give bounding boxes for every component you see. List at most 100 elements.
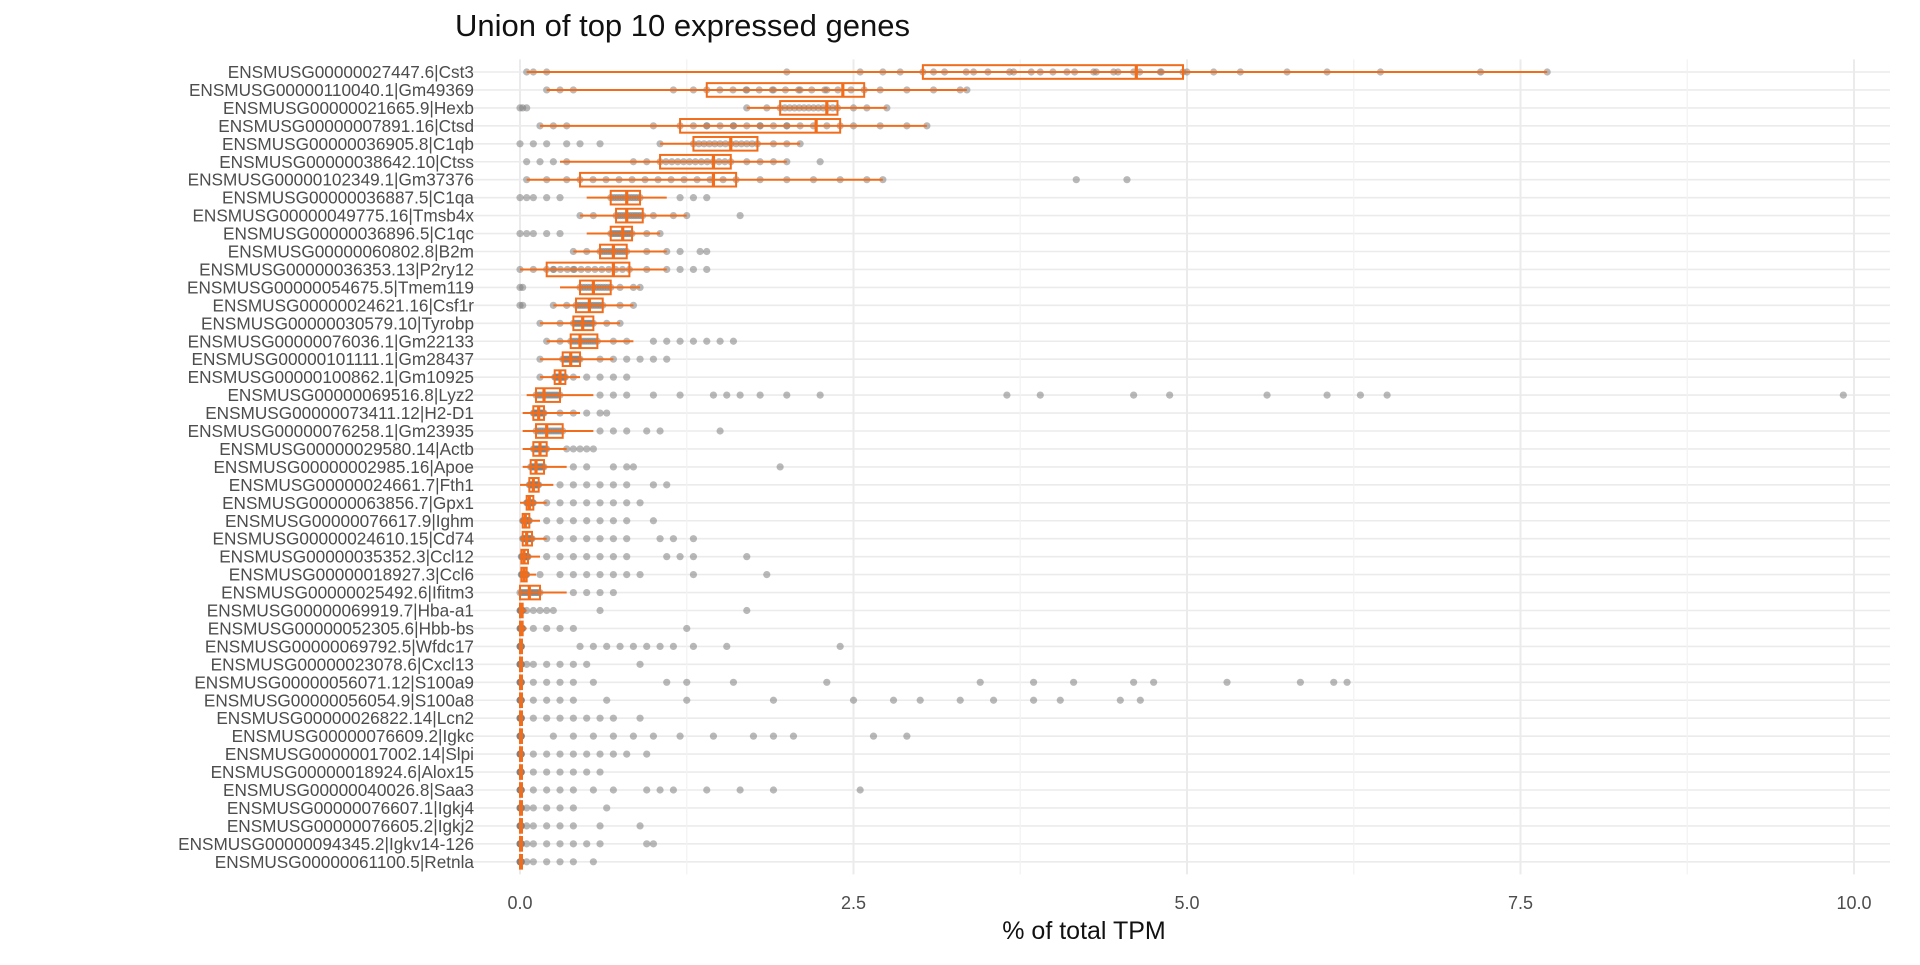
data-point xyxy=(529,678,537,686)
data-point xyxy=(596,714,604,722)
y-tick-label: ENSMUSG00000023078.6|Cxcl13 xyxy=(211,654,474,674)
data-point xyxy=(643,840,651,848)
data-point xyxy=(569,804,577,812)
y-tick-label: ENSMUSG00000063856.7|Gpx1 xyxy=(222,493,474,513)
data-point xyxy=(1036,391,1044,399)
data-point xyxy=(736,391,744,399)
y-tick-label: ENSMUSG00000101111.1|Gm28437 xyxy=(192,349,475,369)
data-point xyxy=(609,463,617,471)
data-point xyxy=(609,517,617,525)
data-point xyxy=(1356,391,1365,399)
data-point xyxy=(589,732,597,740)
data-point xyxy=(603,642,611,651)
data-point xyxy=(656,642,664,651)
data-point xyxy=(556,499,564,507)
data-point xyxy=(676,553,684,561)
data-point xyxy=(656,427,664,435)
data-point xyxy=(596,499,604,507)
data-point xyxy=(609,481,617,489)
data-point xyxy=(583,535,591,543)
data-point xyxy=(529,858,537,866)
box xyxy=(579,279,612,296)
data-point xyxy=(569,624,577,633)
y-tick-label: ENSMUSG00000018924.6|Alox15 xyxy=(211,762,474,782)
y-tick-label: ENSMUSG00000076609.2|Igkc xyxy=(232,726,475,746)
data-point xyxy=(636,822,644,830)
data-point xyxy=(543,678,551,686)
data-point xyxy=(563,445,571,453)
y-tick-label: ENSMUSG00000036353.13|P2ry12 xyxy=(199,259,474,279)
data-point xyxy=(636,355,644,363)
data-point xyxy=(543,535,551,543)
x-tick-label: 7.5 xyxy=(1508,893,1533,913)
data-point xyxy=(656,535,664,543)
data-point xyxy=(1166,391,1174,399)
data-point xyxy=(609,499,617,507)
data-point xyxy=(556,696,564,704)
data-point xyxy=(636,714,644,722)
data-point xyxy=(549,158,557,166)
box xyxy=(535,387,562,403)
data-point xyxy=(536,158,544,166)
data-point xyxy=(696,247,704,256)
data-point xyxy=(569,840,577,848)
x-tick-label: 2.5 xyxy=(841,893,866,913)
data-point xyxy=(783,391,791,399)
data-point xyxy=(1383,391,1391,399)
data-point xyxy=(543,804,551,812)
data-point xyxy=(776,463,784,471)
data-point xyxy=(643,427,651,435)
y-tick-label: ENSMUSG00000026822.14|Lcn2 xyxy=(216,708,474,728)
data-point xyxy=(783,158,791,166)
y-tick-label: ENSMUSG00000021665.9|Hexb xyxy=(223,98,474,118)
data-point xyxy=(543,786,551,794)
data-point xyxy=(596,427,604,435)
data-point xyxy=(549,732,557,740)
data-point xyxy=(556,750,564,758)
data-point xyxy=(716,337,724,345)
data-point xyxy=(603,696,611,704)
data-point xyxy=(649,337,658,345)
data-point xyxy=(609,373,617,381)
data-point xyxy=(583,481,591,489)
y-tick-label: ENSMUSG00000002985.16|Apoe xyxy=(213,457,474,477)
data-point xyxy=(569,463,577,471)
data-point xyxy=(543,624,551,633)
data-point xyxy=(596,750,604,758)
data-point xyxy=(556,229,564,238)
x-axis-label: % of total TPM xyxy=(1002,917,1166,945)
y-tick-label: ENSMUSG00000076036.1|Gm22133 xyxy=(188,331,474,351)
data-point xyxy=(563,140,571,148)
data-point xyxy=(609,714,617,722)
data-point xyxy=(596,588,604,597)
data-point xyxy=(676,337,684,345)
data-point xyxy=(683,678,691,686)
data-point xyxy=(576,445,584,453)
data-point xyxy=(556,194,564,202)
data-point xyxy=(556,768,564,776)
data-point xyxy=(649,517,658,525)
box xyxy=(615,207,644,224)
data-point xyxy=(543,606,551,615)
y-tick-label: ENSMUSG00000024661.7|Fth1 xyxy=(229,475,474,495)
data-point xyxy=(569,732,577,740)
data-point xyxy=(529,786,537,794)
data-point xyxy=(836,642,844,651)
data-point xyxy=(556,804,564,812)
data-point xyxy=(656,786,664,794)
data-point xyxy=(1839,391,1847,399)
y-tick-label: ENSMUSG00000029580.14|Actb xyxy=(219,439,474,459)
data-point xyxy=(743,553,751,561)
data-point xyxy=(569,678,577,686)
data-point xyxy=(543,660,551,668)
data-point xyxy=(609,391,617,399)
data-point xyxy=(703,786,711,794)
data-point xyxy=(569,750,577,758)
data-point xyxy=(1223,678,1231,686)
data-point xyxy=(609,732,617,740)
data-point xyxy=(589,642,597,651)
data-point xyxy=(583,660,591,668)
data-point xyxy=(556,840,564,848)
y-tick-label: ENSMUSG00000040026.8|Saa3 xyxy=(223,780,474,800)
data-point xyxy=(569,517,577,525)
